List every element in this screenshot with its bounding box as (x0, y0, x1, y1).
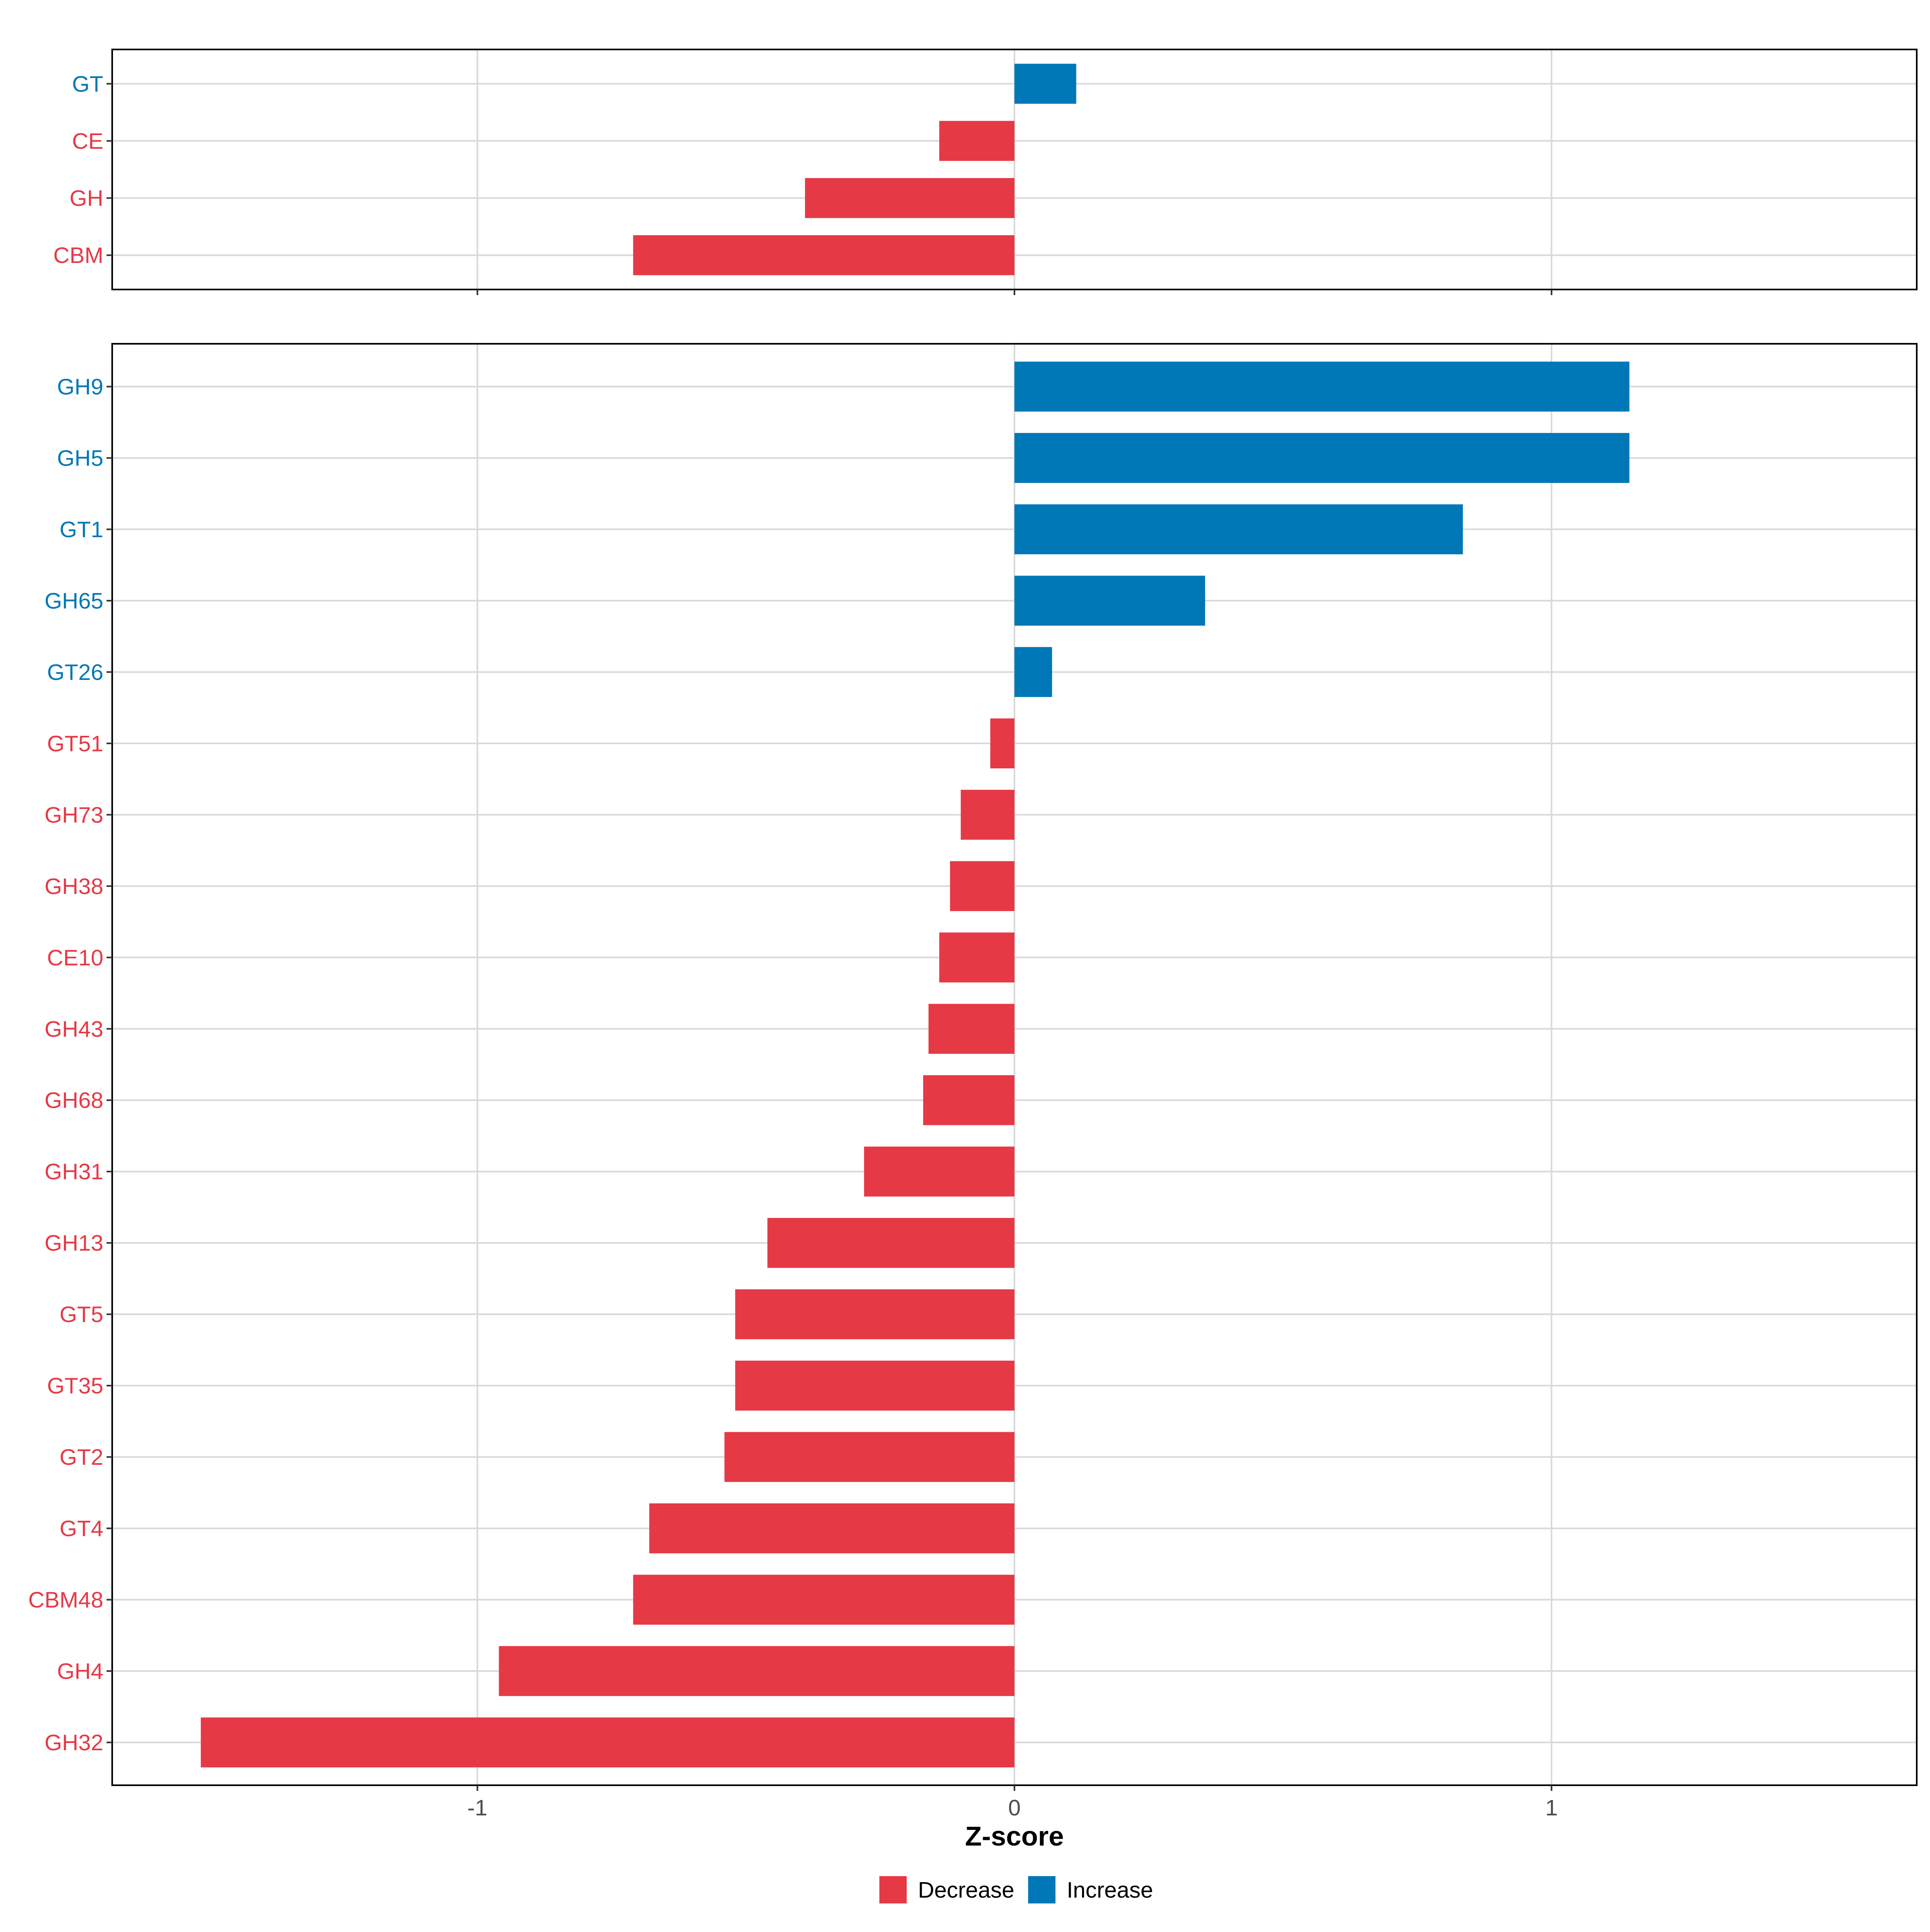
bar-gh32 (201, 1717, 1015, 1768)
bar-gt51 (990, 718, 1014, 768)
y-tick-label-gt26: GT26 (47, 659, 103, 685)
bar-gt (1014, 64, 1076, 104)
legend-label-increase: Increase (1067, 1877, 1153, 1903)
bar-gh68 (923, 1075, 1014, 1125)
x-axis-title: Z-score (965, 1821, 1064, 1852)
x-tick-label: 0 (1008, 1795, 1020, 1820)
y-tick-label-gh43: GH43 (45, 1016, 103, 1041)
y-tick-label-gh38: GH38 (45, 873, 103, 899)
bar-gh13 (767, 1218, 1014, 1268)
bar-gh5 (1014, 433, 1630, 483)
y-tick-label-ce: CE (72, 128, 103, 154)
y-tick-label-gt: GT (72, 71, 103, 96)
bar-gh (805, 178, 1014, 218)
y-tick-label-gh13: GH13 (45, 1230, 103, 1256)
bar-gh65 (1014, 575, 1205, 626)
legend-key-decrease (879, 1876, 907, 1903)
y-tick-label-gt35: GT35 (47, 1373, 103, 1398)
bar-cbm48 (633, 1575, 1014, 1625)
y-tick-label-gt5: GT5 (60, 1302, 103, 1327)
y-tick-label-gt2: GT2 (60, 1444, 103, 1470)
bar-gt5 (735, 1289, 1014, 1339)
bar-gh38 (950, 861, 1014, 911)
x-tick-label: 1 (1545, 1795, 1558, 1820)
x-tick-label: -1 (467, 1795, 487, 1820)
y-tick-label-gh5: GH5 (57, 445, 103, 470)
y-tick-label-ce10: CE10 (47, 945, 103, 970)
y-tick-label-gh32: GH32 (45, 1730, 103, 1755)
bar-gh73 (961, 790, 1014, 840)
y-tick-label-gh: GH (70, 185, 103, 211)
y-tick-label-gh68: GH68 (45, 1088, 103, 1113)
bar-ce10 (939, 932, 1014, 983)
y-tick-label-gh9: GH9 (57, 374, 103, 399)
bar-gh31 (864, 1146, 1014, 1197)
y-tick-label-cbm48: CBM48 (28, 1587, 103, 1612)
y-tick-label-gh31: GH31 (45, 1159, 103, 1184)
y-tick-label-cbm: CBM (53, 242, 103, 268)
legend-key-increase (1028, 1876, 1055, 1903)
bar-ce (939, 121, 1014, 161)
bar-gh4 (499, 1646, 1014, 1696)
bar-gh43 (928, 1004, 1014, 1054)
bar-gt4 (649, 1503, 1014, 1554)
bar-gt2 (724, 1432, 1014, 1482)
bar-gh9 (1014, 361, 1630, 412)
y-tick-label-gh73: GH73 (45, 802, 103, 827)
bar-cbm (633, 235, 1014, 275)
y-tick-label-gt1: GT1 (60, 517, 103, 542)
bar-gt1 (1014, 504, 1463, 554)
y-tick-label-gh65: GH65 (45, 588, 103, 613)
y-tick-label-gh4: GH4 (57, 1659, 103, 1684)
bar-gt35 (735, 1361, 1014, 1411)
y-tick-label-gt4: GT4 (60, 1516, 103, 1541)
bar-gt26 (1014, 647, 1052, 697)
legend-label-decrease: Decrease (918, 1877, 1014, 1903)
y-tick-label-gt51: GT51 (47, 731, 103, 756)
